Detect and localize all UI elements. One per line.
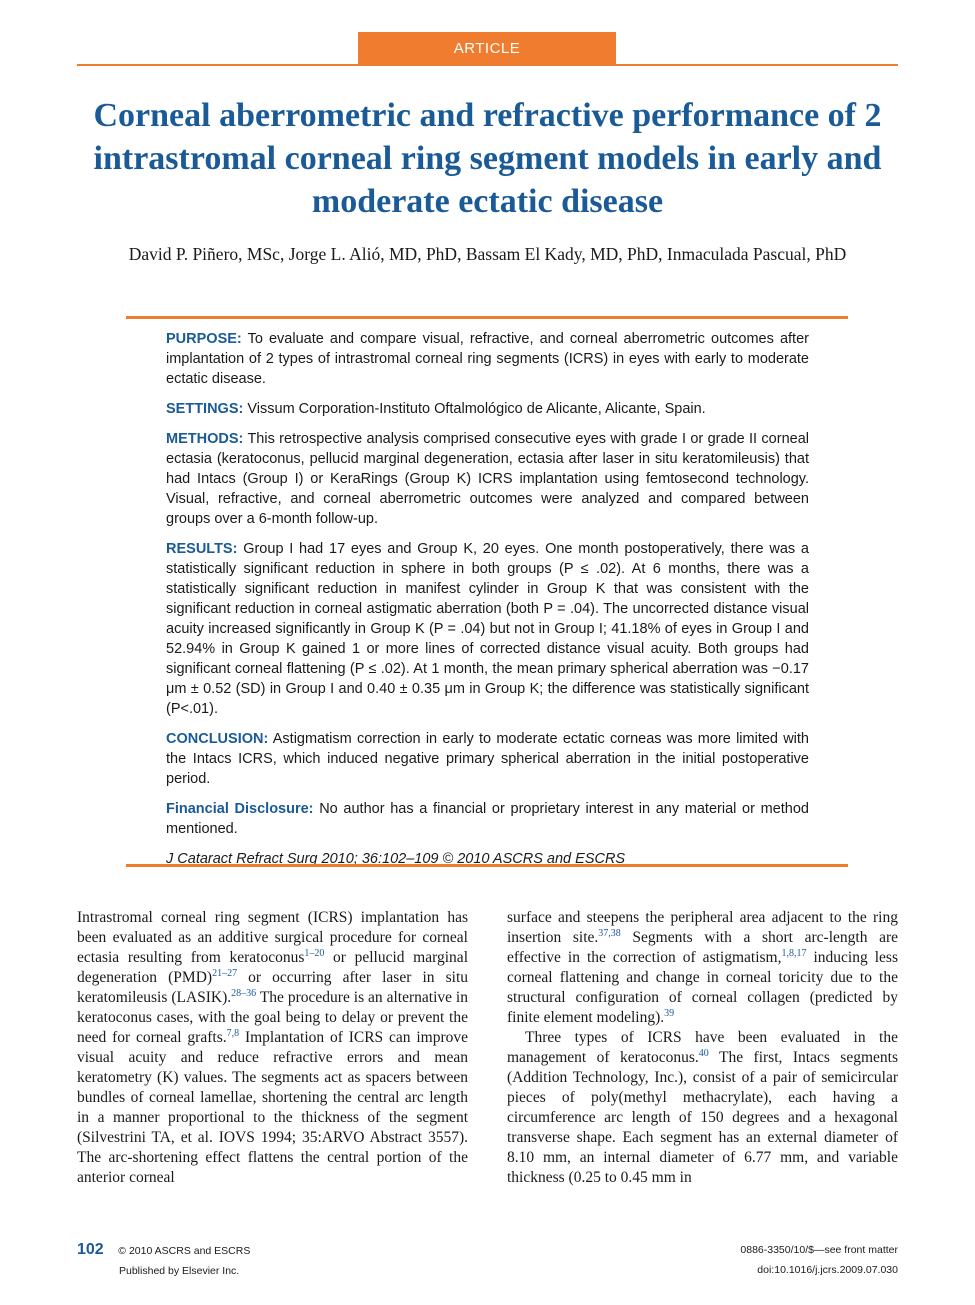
footer-line-1: 102 © 2010 ASCRS and ESCRS — [77, 1240, 250, 1261]
footer-copyright: © 2010 ASCRS and ESCRS — [118, 1245, 251, 1257]
body-column-right: surface and steepens the peripheral area… — [507, 908, 898, 1188]
results-label: RESULTS: — [166, 541, 238, 557]
page-number: 102 — [77, 1241, 104, 1258]
body-text: The procedure is an alternative in kerat… — [77, 989, 468, 1046]
body-paragraph: Three types of ICRS have been evaluated … — [507, 1028, 898, 1188]
conclusion-text: Astigmatism correction in early to moder… — [166, 731, 809, 787]
reference-link[interactable]: 37,38 — [598, 927, 621, 939]
abstract-disclosure: Financial Disclosure: No author has a fi… — [166, 799, 809, 839]
body-column-left: Intrastromal corneal ring segment (ICRS)… — [77, 908, 468, 1188]
conclusion-label: CONCLUSION: — [166, 731, 269, 747]
body-text: The first, Intacs segments (Addition Tec… — [507, 1049, 898, 1186]
abstract: PURPOSE: To evaluate and compare visual,… — [166, 329, 809, 879]
article-title: Corneal aberrometric and refractive perf… — [93, 97, 882, 220]
settings-label: SETTINGS: — [166, 401, 244, 417]
abstract-methods: METHODS: This retrospective analysis com… — [166, 429, 809, 529]
body-text: Segments with a short arc-length are eff… — [507, 929, 898, 966]
methods-label: METHODS: — [166, 431, 244, 447]
body-text: Three types of ICRS have been evaluated … — [507, 1029, 898, 1066]
abstract-conclusion: CONCLUSION: Astigmatism correction in ea… — [166, 729, 809, 789]
reference-link[interactable]: 28–36 — [231, 987, 257, 999]
results-text: Group I had 17 eyes and Group K, 20 eyes… — [166, 541, 809, 717]
body-text: or pellucid marginal degeneration (PMD) — [77, 949, 468, 986]
footer-issn: 0886-3350/10/$—see front matter — [740, 1244, 898, 1256]
body-text: inducing less corneal flattening and cha… — [507, 949, 898, 1026]
reference-link[interactable]: 1–20 — [304, 947, 325, 959]
reference-link[interactable]: 39 — [664, 1007, 675, 1019]
purpose-text: To evaluate and compare visual, refracti… — [166, 331, 809, 387]
author-list: David P. Piñero, MSc, Jorge L. Alió, MD,… — [128, 244, 847, 264]
abstract-bottom-rule — [126, 864, 848, 867]
reference-link[interactable]: 1,8,17 — [781, 947, 807, 959]
reference-link[interactable]: 21–27 — [212, 967, 238, 979]
purpose-label: PURPOSE: — [166, 331, 242, 347]
footer-doi[interactable]: doi:10.1016/j.jcrs.2009.07.030 — [757, 1264, 898, 1276]
abstract-results: RESULTS: Group I had 17 eyes and Group K… — [166, 539, 809, 719]
footer-left: 102 © 2010 ASCRS and ESCRS Published by … — [77, 1240, 250, 1281]
section-tab: ARTICLE — [358, 32, 616, 65]
footer-right: 0886-3350/10/$—see front matter doi:10.1… — [740, 1240, 898, 1280]
header-rule — [77, 64, 898, 66]
disclosure-label: Financial Disclosure: — [166, 801, 314, 817]
body-paragraph: surface and steepens the peripheral area… — [507, 908, 898, 1028]
footer-publisher: Published by Elsevier Inc. — [119, 1265, 240, 1277]
disclosure-text: No author has a financial or proprietary… — [166, 801, 809, 837]
body-text: or occurring after laser in situ keratom… — [77, 969, 468, 1006]
body-paragraph: Intrastromal corneal ring segment (ICRS)… — [77, 908, 468, 1188]
abstract-settings: SETTINGS: Vissum Corporation-Instituto O… — [166, 399, 809, 419]
body-text: Implantation of ICRS can improve visual … — [77, 1029, 468, 1186]
settings-text: Vissum Corporation-Instituto Oftalmológi… — [247, 401, 706, 417]
abstract-top-rule — [126, 316, 848, 319]
methods-text: This retrospective analysis comprised co… — [166, 431, 809, 527]
journal-citation: J Cataract Refract Surg 2010; 36:102–109… — [166, 851, 626, 867]
reference-link[interactable]: 40 — [698, 1047, 709, 1059]
abstract-purpose: PURPOSE: To evaluate and compare visual,… — [166, 329, 809, 389]
reference-link[interactable]: 7,8 — [226, 1027, 240, 1039]
body-text: surface and steepens the peripheral area… — [507, 909, 898, 946]
body-text: Intrastromal corneal ring segment (ICRS)… — [77, 909, 468, 966]
